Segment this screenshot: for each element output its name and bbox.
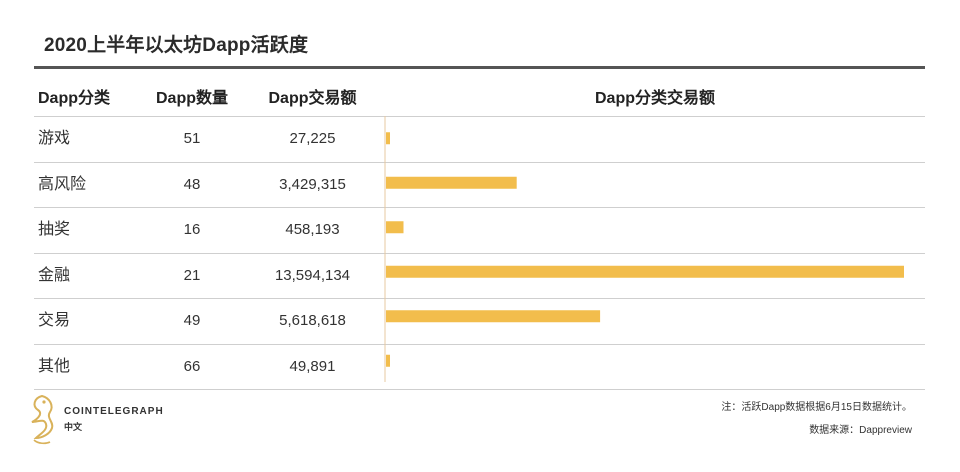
cointelegraph-logo: COINTELEGRAPH 中文 [24, 392, 174, 452]
row-volume: 5,618,618 [279, 312, 346, 329]
table-row: 游戏 51 27,225 [34, 117, 925, 163]
row-category: 其他 [38, 357, 71, 375]
dragon-logo-icon [31, 394, 54, 445]
bar-交易 [386, 310, 601, 323]
row-volume: 13,594,134 [274, 266, 351, 284]
row-category: 高风险 [38, 175, 87, 193]
header-volume: Dapp交易额 [268, 90, 357, 107]
logo-name: COINTELEGRAPH [64, 406, 164, 417]
bar-高风险 [386, 176, 517, 189]
row-volume: 3,429,315 [279, 175, 346, 193]
row-count: 66 [183, 357, 201, 375]
row-count: 16 [183, 221, 201, 238]
title-rule [34, 66, 925, 69]
bar-其他 [386, 354, 390, 367]
row-category: 抽奖 [38, 221, 71, 238]
volume-bar-chart [384, 116, 904, 382]
table-row: 其他 66 49,891 [34, 345, 925, 390]
bar-抽奖 [386, 221, 404, 234]
bar-金融 [386, 265, 904, 278]
table-header: Dapp分类 Dapp数量 Dapp交易额 Dapp分类交易额 [34, 72, 925, 117]
footnote: 注：活跃Dapp数据根据6月15日数据统计。 [721, 402, 912, 413]
row-count: 21 [183, 266, 201, 284]
table-row: 交易 49 5,618,618 [34, 299, 925, 345]
row-count: 48 [183, 175, 201, 193]
row-volume: 49,891 [289, 357, 336, 375]
row-count: 51 [183, 130, 201, 147]
row-category: 游戏 [38, 130, 71, 147]
row-category: 交易 [38, 312, 71, 329]
row-category: 金融 [38, 266, 71, 284]
table-row: 抽奖 16 458,193 [34, 208, 925, 254]
header-category: Dapp分类 [38, 90, 111, 107]
table-row: 金融 21 13,594,134 [34, 254, 925, 299]
row-volume: 458,193 [285, 221, 340, 238]
row-volume: 27,225 [289, 130, 336, 147]
row-count: 49 [183, 312, 201, 329]
table-row: 高风险 48 3,429,315 [34, 163, 925, 208]
data-table: Dapp分类 Dapp数量 Dapp交易额 Dapp分类交易额 游戏 51 27… [34, 72, 925, 390]
logo-sub: 中文 [64, 422, 83, 432]
source-note: 数据来源：Dappreview [809, 425, 912, 436]
header-chart: Dapp分类交易额 [594, 90, 715, 107]
bar-游戏 [386, 132, 390, 145]
header-count: Dapp数量 [155, 90, 228, 107]
page-title: 2020上半年以太坊Dapp活跃度 [44, 35, 309, 56]
